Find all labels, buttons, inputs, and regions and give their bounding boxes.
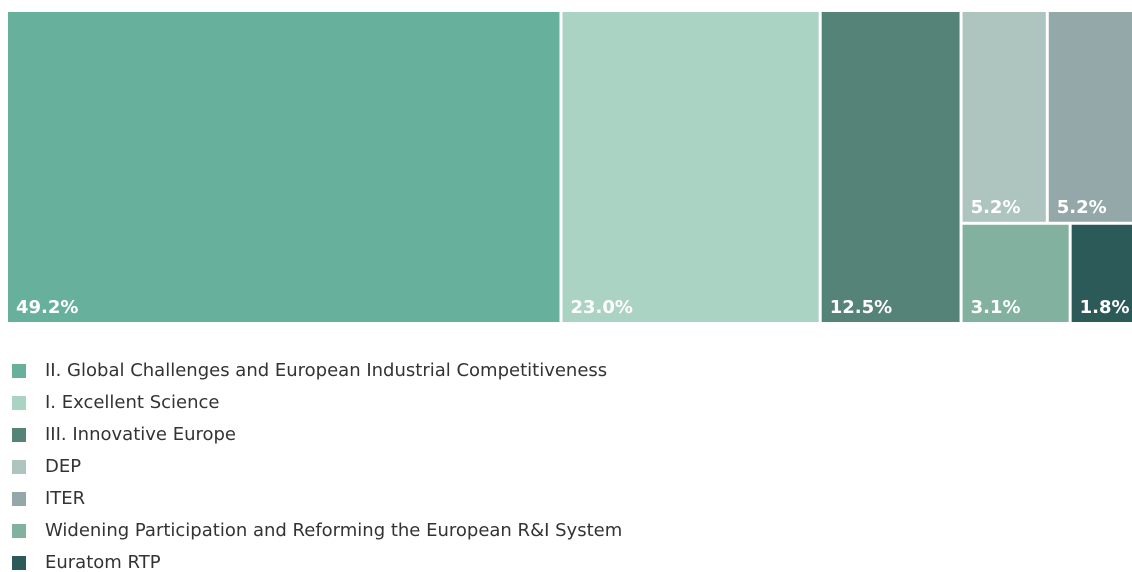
treemap-cell (8, 12, 560, 322)
value-label: 5.2% (1057, 197, 1107, 218)
treemap-cell (962, 12, 1046, 222)
legend-swatch (12, 524, 26, 538)
legend-swatch (12, 460, 26, 474)
legend-label: III. Innovative Europe (45, 424, 236, 445)
value-label: 12.5% (830, 297, 892, 318)
value-label: 3.1% (971, 297, 1021, 318)
value-label: 1.8% (1080, 297, 1130, 318)
legend-label: DEP (45, 456, 81, 477)
legend-swatch (12, 428, 26, 442)
legend-label: Euratom RTP (45, 552, 161, 572)
legend-label: ITER (45, 488, 85, 509)
treemap-cell (562, 12, 819, 322)
legend-swatch (12, 492, 26, 506)
treemap-cell (1048, 12, 1132, 222)
treemap-cell (962, 224, 1069, 322)
legend-label: Widening Participation and Reforming the… (45, 520, 622, 541)
legend-swatch (12, 364, 26, 378)
value-label: 49.2% (16, 297, 78, 318)
treemap-cell (1071, 224, 1132, 322)
legend-swatch (12, 556, 26, 570)
legend-label: I. Excellent Science (45, 392, 219, 413)
legend-swatch (12, 396, 26, 410)
legend-label: II. Global Challenges and European Indus… (45, 360, 607, 381)
treemap-cell (821, 12, 960, 322)
value-label: 5.2% (971, 197, 1021, 218)
value-label: 23.0% (570, 297, 632, 318)
